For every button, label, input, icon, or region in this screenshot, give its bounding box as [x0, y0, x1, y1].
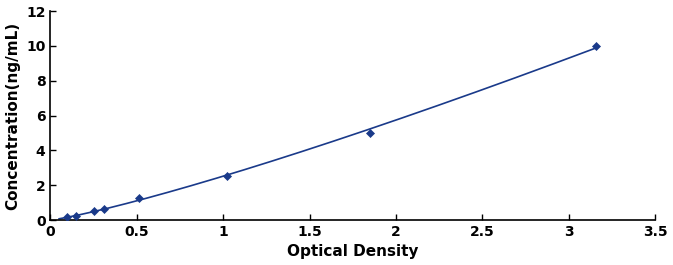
X-axis label: Optical Density: Optical Density [287, 244, 419, 259]
Y-axis label: Concentration(ng/mL): Concentration(ng/mL) [5, 21, 21, 210]
